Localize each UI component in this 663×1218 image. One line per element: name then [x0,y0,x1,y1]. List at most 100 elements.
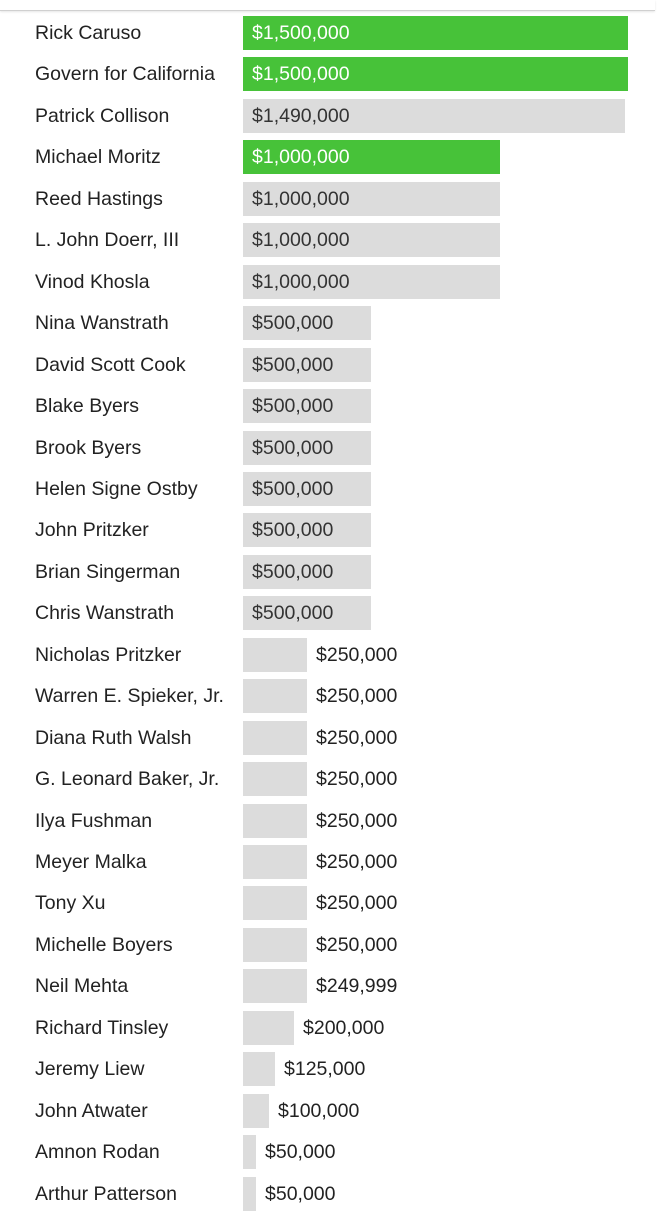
donation-amount-label: $1,500,000 [252,63,350,85]
bar-row: Richard Tinsley $200,000 [0,1011,663,1052]
donation-amount-label: $500,000 [252,519,334,541]
donor-name-label: Helen Signe Ostby [35,478,198,500]
donation-bar [243,555,371,589]
donation-amount-label: $250,000 [316,644,398,666]
donor-name-label: Brian Singerman [35,561,181,583]
donation-bar [243,99,625,133]
bar-row: Meyer Malka $250,000 [0,845,663,886]
donation-amount-label: $1,000,000 [252,271,350,293]
donation-bar [243,1011,294,1045]
donation-amount-label: $50,000 [265,1183,336,1205]
donation-amount-label: $250,000 [316,934,398,956]
donor-name-label: Michael Moritz [35,146,161,168]
donor-name-label: Govern for California [35,63,215,85]
donation-amount-label: $500,000 [252,478,334,500]
donor-name-label: John Atwater [35,1100,148,1122]
donor-name-label: Reed Hastings [35,188,163,210]
donor-name-label: Nina Wanstrath [35,312,169,334]
donation-bar [243,57,628,91]
donation-bar [243,845,307,879]
donation-bar [243,182,500,216]
bar-row: Nina Wanstrath $500,000 [0,306,663,347]
donation-amount-label: $1,490,000 [252,105,350,127]
donation-amount-label: $500,000 [252,437,334,459]
bar-row: Brook Byers $500,000 [0,431,663,472]
donation-amount-label: $250,000 [316,892,398,914]
donation-bar [243,306,371,340]
donation-amount-label: $1,000,000 [252,146,350,168]
donation-bar [243,638,307,672]
donor-name-label: Richard Tinsley [35,1017,169,1039]
donation-amount-label: $250,000 [316,768,398,790]
donation-bar [243,679,307,713]
donation-amount-label: $500,000 [252,602,334,624]
donation-amount-label: $500,000 [252,354,334,376]
donor-name-label: Neil Mehta [35,975,129,997]
donation-amount-label: $250,000 [316,727,398,749]
donor-name-label: Rick Caruso [35,22,142,44]
donation-amount-label: $1,000,000 [252,188,350,210]
bar-row: Govern for California $1,500,000 [0,57,663,98]
donation-amount-label: $250,000 [316,685,398,707]
donor-name-label: Ilya Fushman [35,810,153,832]
bar-row: Michael Moritz $1,000,000 [0,140,663,181]
donation-amount-label: $250,000 [316,851,398,873]
bar-row: Helen Signe Ostby $500,000 [0,472,663,513]
donation-amount-label: $125,000 [284,1058,366,1080]
bar-row: Michelle Boyers $250,000 [0,928,663,969]
bar-row: David Scott Cook $500,000 [0,348,663,389]
donation-bar [243,596,371,630]
donation-amount-label: $50,000 [265,1141,336,1163]
donation-bar [243,348,371,382]
bar-row: Amnon Rodan $50,000 [0,1135,663,1176]
donation-bar [243,223,500,257]
donation-amount-label: $249,999 [316,975,398,997]
bar-row: Neil Mehta $249,999 [0,969,663,1010]
donation-bar [243,804,307,838]
donor-name-label: Tony Xu [35,892,106,914]
donation-bar [243,928,307,962]
donor-name-label: Patrick Collison [35,105,170,127]
donor-name-label: John Pritzker [35,519,149,541]
bar-row: Ilya Fushman $250,000 [0,804,663,845]
donation-bar [243,886,307,920]
bar-row: Chris Wanstrath $500,000 [0,596,663,637]
bar-row: Warren E. Spieker, Jr. $250,000 [0,679,663,720]
bar-row: Diana Ruth Walsh $250,000 [0,721,663,762]
donation-amount-label: $100,000 [278,1100,360,1122]
donor-name-label: David Scott Cook [35,354,186,376]
bar-row: Jeremy Liew $125,000 [0,1052,663,1093]
donation-amount-label: $1,000,000 [252,229,350,251]
bar-row: Arthur Patterson $50,000 [0,1177,663,1218]
donor-name-label: G. Leonard Baker, Jr. [35,768,220,790]
donor-name-label: Jeremy Liew [35,1058,145,1080]
donation-amount-label: $500,000 [252,561,334,583]
donation-amount-label: $500,000 [252,312,334,334]
donor-name-label: Meyer Malka [35,851,147,873]
donation-bar [243,16,628,50]
donation-amount-label: $500,000 [252,395,334,417]
bar-row: Reed Hastings $1,000,000 [0,182,663,223]
donor-name-label: Diana Ruth Walsh [35,727,192,749]
donation-bar [243,762,307,796]
bar-row: Tony Xu $250,000 [0,886,663,927]
donor-name-label: L. John Doerr, III [35,229,180,251]
bar-row: Blake Byers $500,000 [0,389,663,430]
bar-row: Patrick Collison $1,490,000 [0,99,663,140]
donation-bar [243,513,371,547]
donor-name-label: Michelle Boyers [35,934,173,956]
donation-bar [243,1135,256,1169]
bar-row: Nicholas Pritzker $250,000 [0,638,663,679]
donation-bar [243,1177,256,1211]
bar-row: John Pritzker $500,000 [0,513,663,554]
donation-bar [243,389,371,423]
donor-name-label: Arthur Patterson [35,1183,177,1205]
donation-bar [243,431,371,465]
donation-amount-label: $250,000 [316,810,398,832]
bar-row: Vinod Khosla $1,000,000 [0,265,663,306]
bar-row: Rick Caruso $1,500,000 [0,16,663,57]
donation-bar [243,265,500,299]
donation-bar [243,721,307,755]
donation-bar [243,1094,269,1128]
